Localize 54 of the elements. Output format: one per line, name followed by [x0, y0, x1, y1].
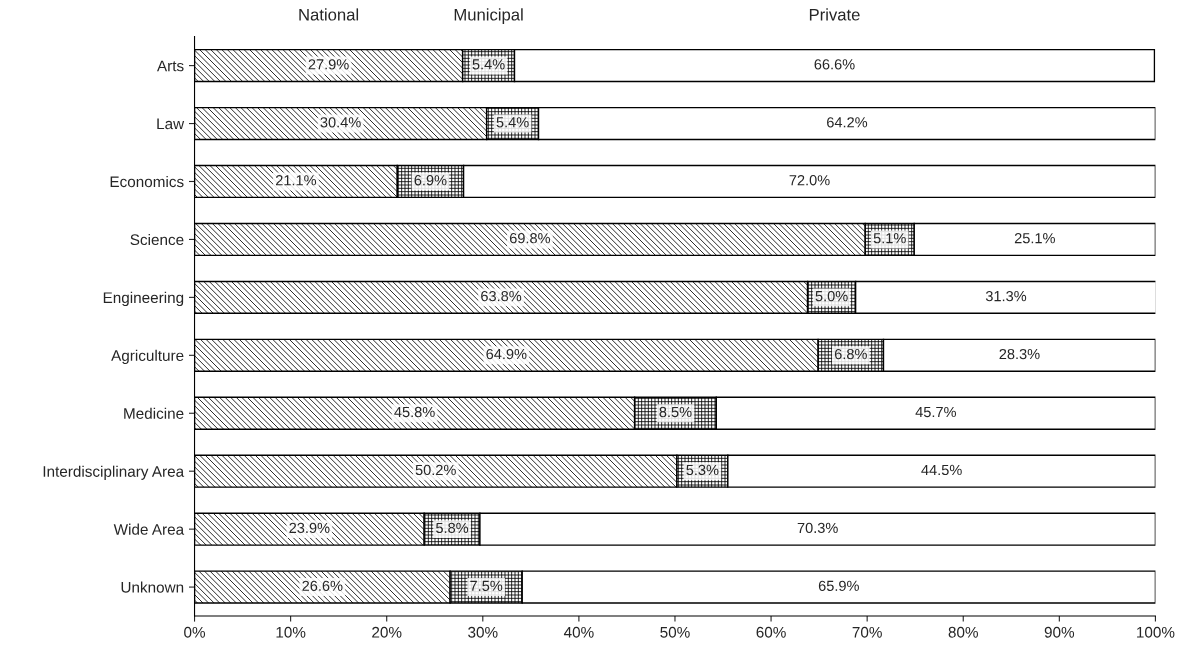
data-label: 5.3% — [686, 464, 719, 476]
y-tick-label: Arts — [156, 60, 184, 72]
data-label: 28.3% — [999, 348, 1040, 360]
data-label: 7.5% — [470, 580, 503, 591]
data-label: 5.4% — [472, 59, 505, 70]
x-tick-label: 20% — [372, 626, 402, 638]
x-tick-label: 50% — [660, 626, 690, 638]
data-label: 6.9% — [414, 175, 447, 186]
y-tick-label: Agriculture — [111, 349, 184, 365]
y-tick-label: Medicine — [124, 407, 184, 419]
x-tick-label: 30% — [468, 626, 498, 638]
data-label: 21.1% — [275, 175, 317, 186]
data-label: 27.9% — [308, 59, 349, 70]
data-label: 5.8% — [436, 522, 469, 534]
data-label: 64.9% — [486, 348, 527, 360]
data-label: 6.8% — [834, 348, 867, 360]
data-label: 5.4% — [496, 117, 529, 128]
x-tick-label: 40% — [563, 626, 594, 638]
data-label: 30.4% — [320, 117, 361, 128]
data-label: 45.8% — [394, 406, 435, 418]
x-tick-label: 10% — [276, 626, 306, 638]
data-label: 64.2% — [827, 117, 868, 128]
x-tick-label: 0% — [184, 626, 206, 638]
data-label: 72.0% — [789, 175, 830, 186]
y-tick-label: Wide Area — [113, 523, 185, 535]
y-tick-label: Engineering — [103, 291, 184, 307]
x-tick-label: 60% — [756, 626, 786, 638]
series-label: National — [299, 8, 359, 21]
y-tick-label: Interdisciplinary Area — [43, 465, 185, 480]
data-label: 50.2% — [415, 464, 456, 476]
y-tick-label: Law — [157, 118, 185, 130]
y-tick-label: Science — [130, 233, 184, 246]
data-label: 65.9% — [818, 580, 859, 591]
series-label: Private — [809, 8, 860, 21]
data-label: 26.6% — [302, 580, 343, 591]
data-label: 31.3% — [985, 290, 1027, 302]
x-tick-label: 90% — [1044, 626, 1075, 638]
y-tick-label: Unknown — [121, 581, 184, 593]
data-label: 23.9% — [289, 522, 330, 534]
data-label: 5.0% — [815, 290, 848, 302]
data-label: 69.8% — [509, 233, 551, 244]
data-label: 25.1% — [1014, 233, 1055, 244]
data-label: 70.3% — [797, 522, 838, 534]
data-label: 44.5% — [921, 464, 962, 476]
x-tick-label: 100% — [1137, 626, 1175, 638]
data-label: 8.5% — [659, 406, 692, 418]
data-label: 66.6% — [814, 59, 855, 70]
data-label: 5.1% — [873, 233, 906, 244]
y-tick-label: Economics — [110, 175, 184, 188]
data-label: 63.8% — [481, 290, 522, 302]
x-tick-label: 70% — [852, 626, 882, 638]
series-label: Municipal — [454, 8, 523, 24]
x-tick-label: 80% — [948, 626, 978, 638]
data-label: 45.7% — [915, 406, 957, 418]
